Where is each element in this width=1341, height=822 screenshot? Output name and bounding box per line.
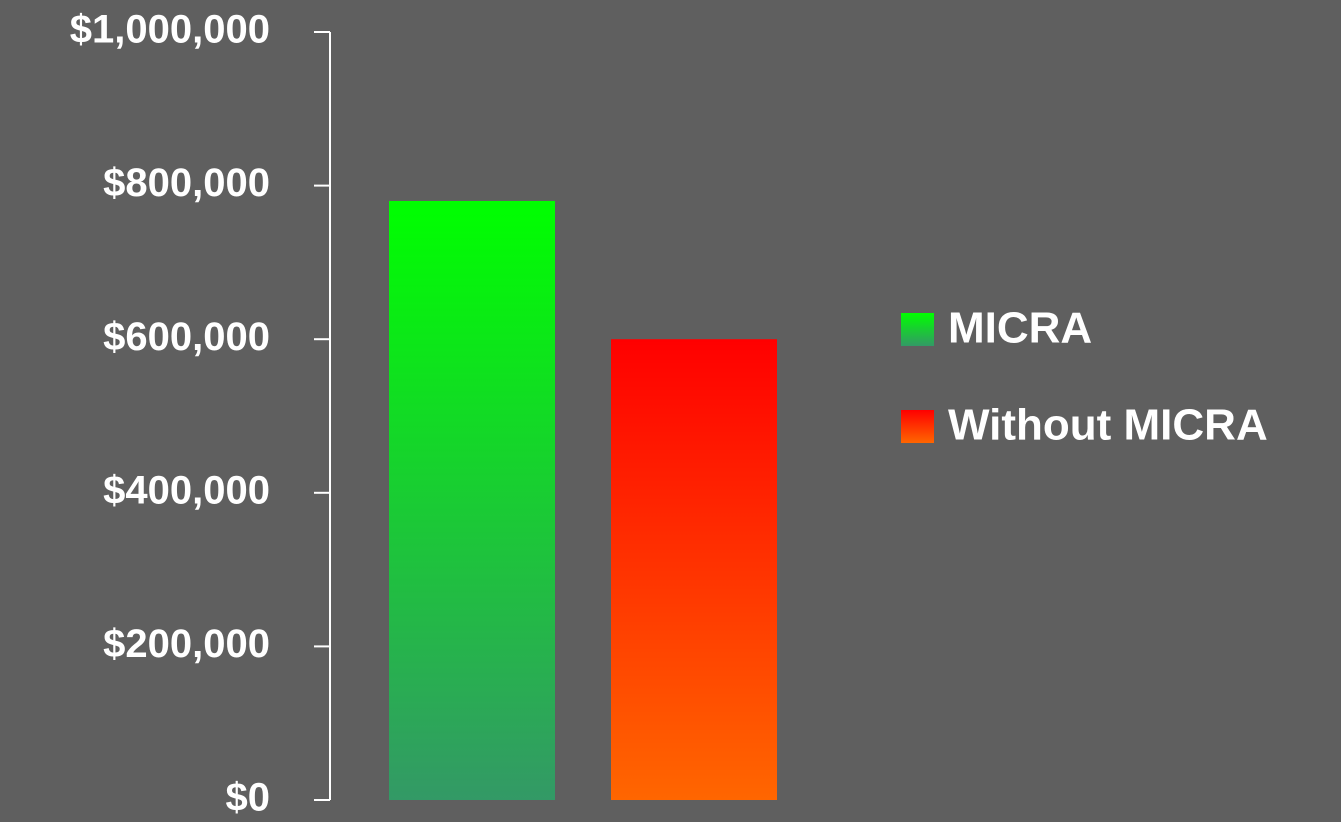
bar [611, 339, 777, 800]
y-tick-label: $800,000 [103, 161, 270, 205]
y-tick-label: $600,000 [103, 315, 270, 359]
legend-label: MICRA [948, 304, 1092, 353]
bar [389, 200, 555, 800]
y-tick-label: $200,000 [103, 622, 270, 666]
legend-label: Without MICRA [948, 401, 1268, 450]
legend-swatch [901, 410, 934, 443]
y-tick-label: $1,000,000 [70, 8, 270, 52]
y-tick-label: $400,000 [103, 468, 270, 512]
legend-swatch [901, 313, 934, 346]
y-tick-label: $0 [226, 776, 271, 820]
